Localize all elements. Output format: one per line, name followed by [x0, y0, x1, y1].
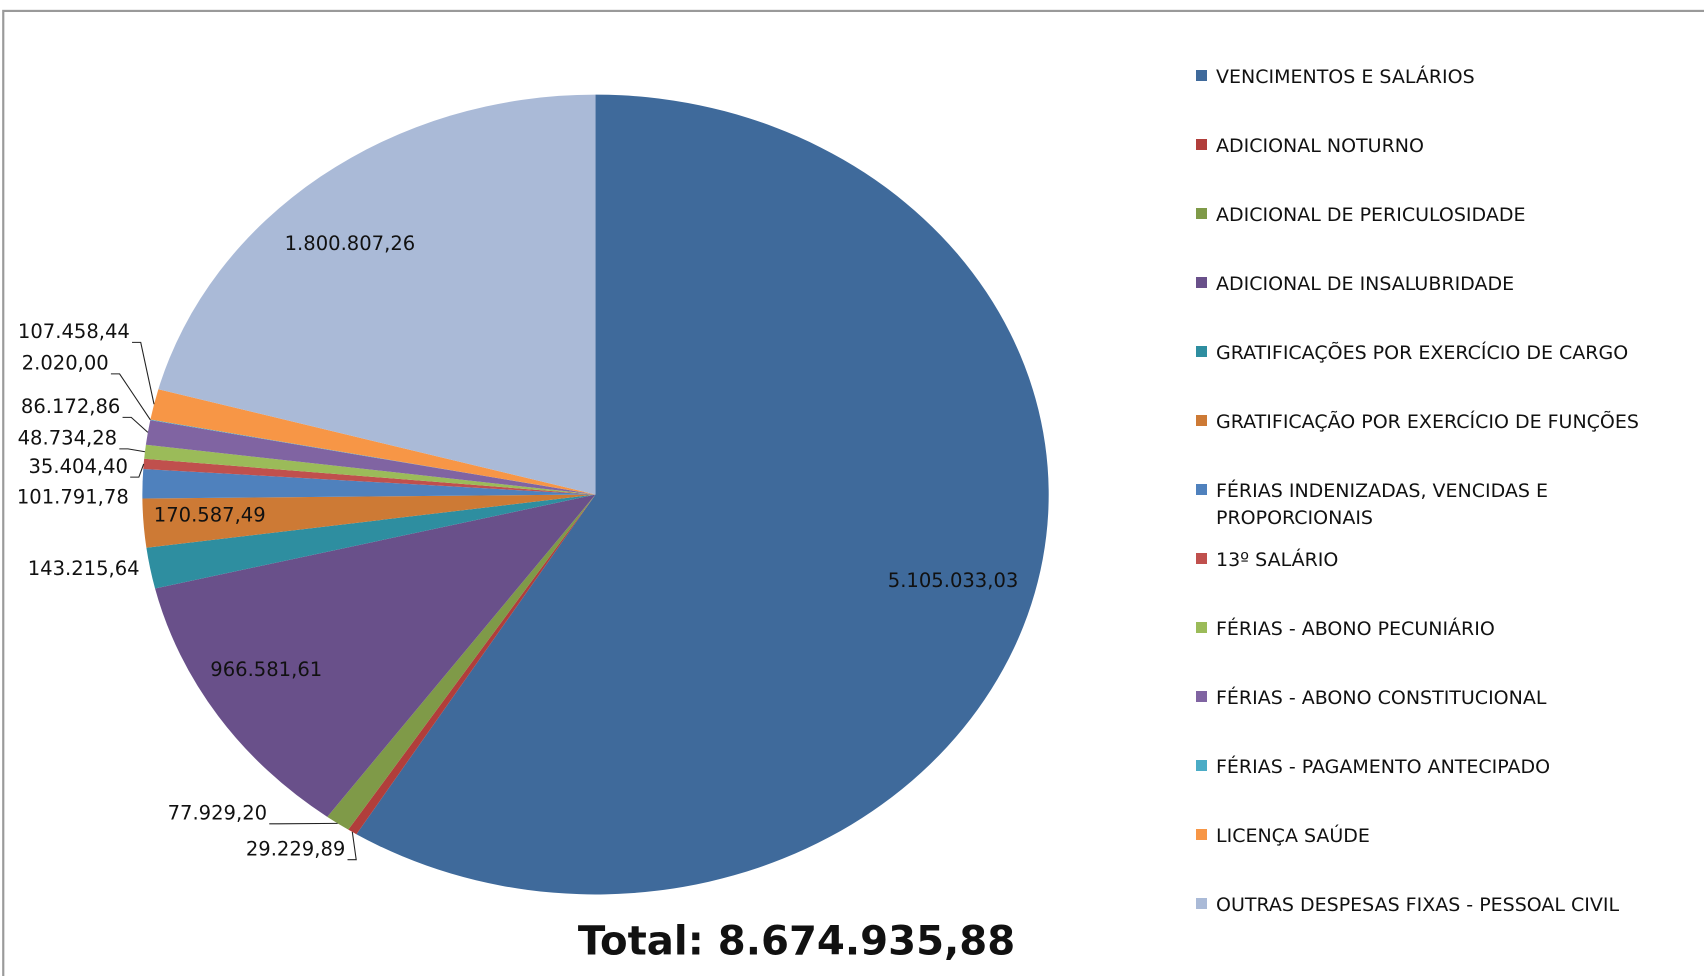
data-label: 48.734,28	[18, 427, 117, 450]
legend-label: FÉRIAS INDENIZADAS, VENCIDAS E PROPORCIO…	[1216, 480, 1549, 529]
legend-item: FÉRIAS - ABONO PECUNIÁRIO	[1196, 616, 1495, 643]
pie-slice	[145, 420, 596, 495]
legend-swatch	[1196, 346, 1207, 357]
data-label: 2.020,00	[22, 352, 109, 375]
legend-label: ADICIONAL DE PERICULOSIDADE	[1216, 204, 1526, 226]
pie-slice	[144, 444, 596, 495]
leader-line	[130, 463, 145, 478]
leader-line	[119, 448, 146, 453]
legend-label: FÉRIAS - ABONO CONSTITUCIONAL	[1216, 687, 1547, 709]
pie-slice	[150, 419, 596, 495]
pie-slice	[356, 94, 1049, 895]
leader-line	[132, 341, 155, 405]
legend-swatch	[1196, 553, 1207, 564]
legend-label: 13º SALÁRIO	[1216, 549, 1339, 571]
legend-item: 13º SALÁRIO	[1196, 547, 1338, 574]
legend-swatch	[1196, 70, 1207, 81]
legend-swatch	[1196, 277, 1207, 288]
legend-item: ADICIONAL DE PERICULOSIDADE	[1196, 202, 1525, 229]
legend-label: ADICIONAL NOTURNO	[1216, 135, 1424, 157]
data-label: 86.172,86	[21, 395, 120, 418]
pie-slice	[142, 469, 596, 499]
legend-label: FÉRIAS - ABONO PECUNIÁRIO	[1216, 618, 1495, 640]
pie-slice	[142, 494, 596, 548]
leader-line	[347, 831, 357, 861]
data-label: 77.929,20	[168, 802, 267, 825]
legend-label: GRATIFICAÇÃO POR EXERCÍCIO DE FUNÇÕES	[1216, 411, 1639, 433]
leader-line	[122, 416, 149, 433]
pie-slice	[348, 494, 596, 835]
data-label: 101.791,78	[17, 485, 129, 508]
pie-slice	[150, 389, 596, 495]
legend-item: FÉRIAS - PAGAMENTO ANTECIPADO	[1196, 754, 1550, 781]
legend-item: ADICIONAL NOTURNO	[1196, 133, 1424, 160]
legend-item: GRATIFICAÇÃO POR EXERCÍCIO DE FUNÇÕES	[1196, 409, 1639, 436]
legend-item: VENCIMENTOS E SALÁRIOS	[1196, 64, 1475, 91]
legend-swatch	[1196, 415, 1207, 426]
legend-item: FÉRIAS INDENIZADAS, VENCIDAS E PROPORCIO…	[1196, 478, 1591, 532]
legend-swatch	[1196, 622, 1207, 633]
pie-slice	[158, 94, 596, 495]
legend-label: LICENÇA SAÚDE	[1216, 825, 1370, 847]
legend-swatch	[1196, 760, 1207, 771]
legend-label: VENCIMENTOS E SALÁRIOS	[1216, 66, 1475, 88]
data-label: 966.581,61	[210, 658, 322, 681]
legend-item: ADICIONAL DE INSALUBRIDADE	[1196, 271, 1514, 298]
legend-swatch	[1196, 208, 1207, 219]
pie-slice	[143, 458, 596, 495]
data-label: 29.229,89	[246, 837, 345, 860]
data-label: 1.800.807,26	[285, 232, 416, 255]
pie-slice	[146, 494, 596, 589]
data-label: 143.215,64	[28, 557, 140, 580]
legend-label: FÉRIAS - PAGAMENTO ANTECIPADO	[1216, 756, 1551, 778]
legend-label: OUTRAS DESPESAS FIXAS - PESSOAL CIVIL	[1216, 894, 1620, 916]
legend-label: ADICIONAL DE INSALUBRIDADE	[1216, 273, 1515, 295]
pie-slice	[327, 494, 596, 830]
leader-line	[110, 373, 151, 421]
data-label: 35.404,40	[29, 455, 128, 478]
data-label: 170.587,49	[154, 504, 266, 527]
legend-item: FÉRIAS - ABONO CONSTITUCIONAL	[1196, 685, 1546, 712]
pie-slice	[155, 494, 596, 817]
legend-label: GRATIFICAÇÕES POR EXERCÍCIO DE CARGO	[1216, 342, 1629, 364]
legend-swatch	[1196, 139, 1207, 150]
legend-item: GRATIFICAÇÕES POR EXERCÍCIO DE CARGO	[1196, 340, 1628, 367]
legend-item: LICENÇA SAÚDE	[1196, 823, 1370, 850]
legend-swatch	[1196, 691, 1207, 702]
legend-swatch	[1196, 829, 1207, 840]
data-label: 107.458,44	[18, 320, 130, 343]
total: Total: 8.674.935,88	[578, 918, 1015, 964]
data-label: 5.105.033,03	[888, 569, 1019, 592]
legend-swatch	[1196, 484, 1207, 495]
legend-swatch	[1196, 898, 1207, 909]
legend-item: OUTRAS DESPESAS FIXAS - PESSOAL CIVIL	[1196, 892, 1619, 919]
